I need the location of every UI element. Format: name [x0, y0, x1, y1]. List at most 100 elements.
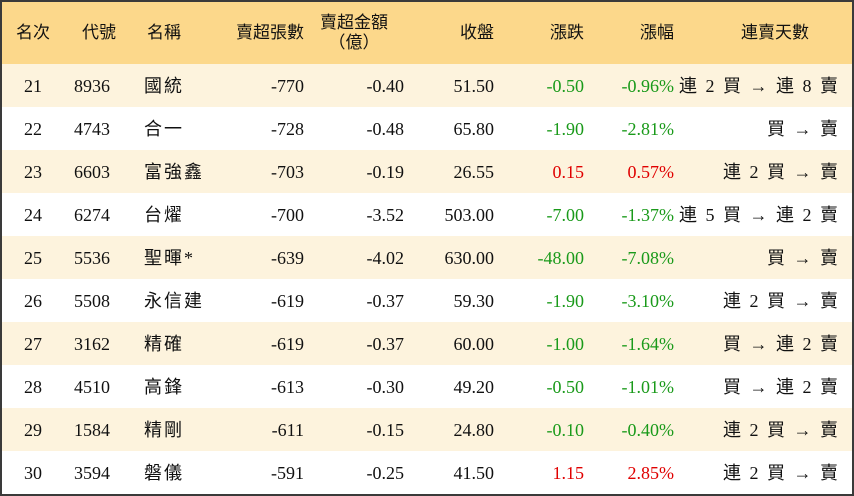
cell: 買 → 賣 — [767, 118, 840, 139]
cell: -0.19 — [366, 161, 405, 182]
cell: -1.01% — [621, 376, 675, 397]
cell: -619 — [271, 333, 304, 354]
header-cell: 連賣天數 — [741, 23, 809, 42]
header-cell: 賣超金額 （億） — [320, 13, 388, 52]
cell: 25 — [24, 247, 42, 268]
table-row: 25 5536 聖暉* -639 -4.02 630.00 -48.00 -7.08% 買 → … — [2, 236, 852, 279]
cell: 國統 — [144, 75, 184, 96]
header-cell: 收盤 — [460, 23, 494, 42]
cell: -1.00 — [546, 333, 585, 354]
cell: -0.30 — [366, 376, 405, 397]
cell: 連 2 買 → 賣 — [723, 462, 840, 483]
cell: 26 — [24, 290, 42, 311]
cell: -0.40 — [366, 75, 405, 96]
cell: -1.64% — [621, 333, 675, 354]
cell: 永信建 — [144, 290, 204, 311]
cell: -1.37% — [621, 204, 675, 225]
cell: -619 — [271, 290, 304, 311]
cell: 6274 — [74, 204, 110, 225]
header-cell: 漲跌 — [550, 23, 584, 42]
cell: 23 — [24, 161, 42, 182]
cell: 630.00 — [444, 247, 495, 268]
cell: 65.80 — [453, 118, 495, 139]
cell: -613 — [271, 376, 304, 397]
cell: 24.80 — [453, 419, 495, 440]
header-cell: 漲幅 — [640, 23, 674, 42]
cell: -0.50 — [546, 75, 585, 96]
cell: -0.48 — [366, 118, 405, 139]
cell: 27 — [24, 333, 42, 354]
cell: 21 — [24, 75, 42, 96]
cell: -3.10% — [621, 290, 675, 311]
table-row: 29 1584 精剛 -611 -0.15 24.80 -0.10 -0.40% 連 2 買 →… — [2, 408, 852, 451]
table-row: 27 3162 精確 -619 -0.37 60.00 -1.00 -1.64% 買 → 連 2… — [2, 322, 852, 365]
table-row: 22 4743 合一 -728 -0.48 65.80 -1.90 -2.81% 買 → 賣 — [2, 107, 852, 150]
cell: -0.37 — [366, 333, 405, 354]
table-row: 21 8936 國統 -770 -0.40 51.50 -0.50 -0.96% 連 2 買 →… — [2, 64, 852, 107]
cell: 6603 — [74, 161, 110, 182]
cell: -0.40% — [621, 419, 675, 440]
cell: 3594 — [74, 462, 110, 483]
table-row: 24 6274 台燿 -700 -3.52 503.00 -7.00 -1.37% 連 5 買 … — [2, 193, 852, 236]
cell: -0.37 — [366, 290, 405, 311]
cell: 0.57% — [627, 161, 675, 182]
cell: -1.90 — [546, 290, 585, 311]
cell: 4743 — [74, 118, 110, 139]
cell: 磐儀 — [144, 462, 184, 483]
cell: -703 — [271, 161, 304, 182]
cell: 0.15 — [552, 161, 585, 182]
cell: 精剛 — [144, 419, 184, 440]
header-cell: 名稱 — [147, 23, 181, 42]
cell: -3.52 — [366, 204, 405, 225]
cell: -639 — [271, 247, 304, 268]
cell: 29 — [24, 419, 42, 440]
cell: 聖暉* — [144, 247, 195, 268]
cell: 連 2 買 → 賣 — [723, 290, 840, 311]
cell: 連 2 買 → 賣 — [723, 161, 840, 182]
cell: 富強鑫 — [144, 161, 204, 182]
cell: 連 2 買 → 賣 — [723, 419, 840, 440]
cell: 2.85% — [627, 462, 675, 483]
table-row: 23 6603 富強鑫 -703 -0.19 26.55 0.15 0.57% 連 2 買 → … — [2, 150, 852, 193]
header-cell: 代號 — [82, 23, 116, 42]
cell: 30 — [24, 462, 42, 483]
cell: -611 — [271, 419, 304, 440]
header-cell: 名次 — [16, 23, 50, 42]
header-row: 名次 代號 名稱 賣超張數 賣超金額 （億） 收盤 漲跌 漲幅 連賣天數 — [2, 2, 852, 64]
cell: 60.00 — [453, 333, 495, 354]
cell: 24 — [24, 204, 42, 225]
cell: 精確 — [144, 333, 184, 354]
cell: -7.08% — [621, 247, 675, 268]
cell: 買 → 連 2 賣 — [723, 376, 840, 397]
table-row: 30 3594 磐儀 -591 -0.25 41.50 1.15 2.85% 連 2 買 → 賣 — [2, 451, 852, 494]
cell: -4.02 — [366, 247, 405, 268]
cell: 26.55 — [453, 161, 495, 182]
cell: 28 — [24, 376, 42, 397]
cell: 4510 — [74, 376, 110, 397]
cell: 合一 — [144, 118, 184, 139]
cell: 41.50 — [453, 462, 495, 483]
cell: -0.50 — [546, 376, 585, 397]
cell: 1.15 — [552, 462, 585, 483]
cell: 5536 — [74, 247, 110, 268]
cell: 59.30 — [453, 290, 495, 311]
cell: 買 → 連 2 賣 — [723, 333, 840, 354]
cell: -1.90 — [546, 118, 585, 139]
cell: -48.00 — [537, 247, 585, 268]
cell: 51.50 — [453, 75, 495, 96]
cell: -0.96% — [621, 75, 675, 96]
cell: -700 — [271, 204, 304, 225]
table-row: 26 5508 永信建 -619 -0.37 59.30 -1.90 -3.10% 連 2 買 … — [2, 279, 852, 322]
cell: -0.10 — [546, 419, 585, 440]
cell: 台燿 — [144, 204, 184, 225]
cell: 1584 — [74, 419, 110, 440]
cell: 3162 — [74, 333, 110, 354]
table-row: 28 4510 高鋒 -613 -0.30 49.20 -0.50 -1.01% 買 → 連 2… — [2, 365, 852, 408]
cell: -0.25 — [366, 462, 405, 483]
cell: -591 — [271, 462, 304, 483]
cell: -2.81% — [621, 118, 675, 139]
cell: 22 — [24, 118, 42, 139]
cell: 連 2 買 → 連 8 賣 — [679, 75, 840, 96]
header-cell: 賣超張數 — [236, 23, 304, 42]
